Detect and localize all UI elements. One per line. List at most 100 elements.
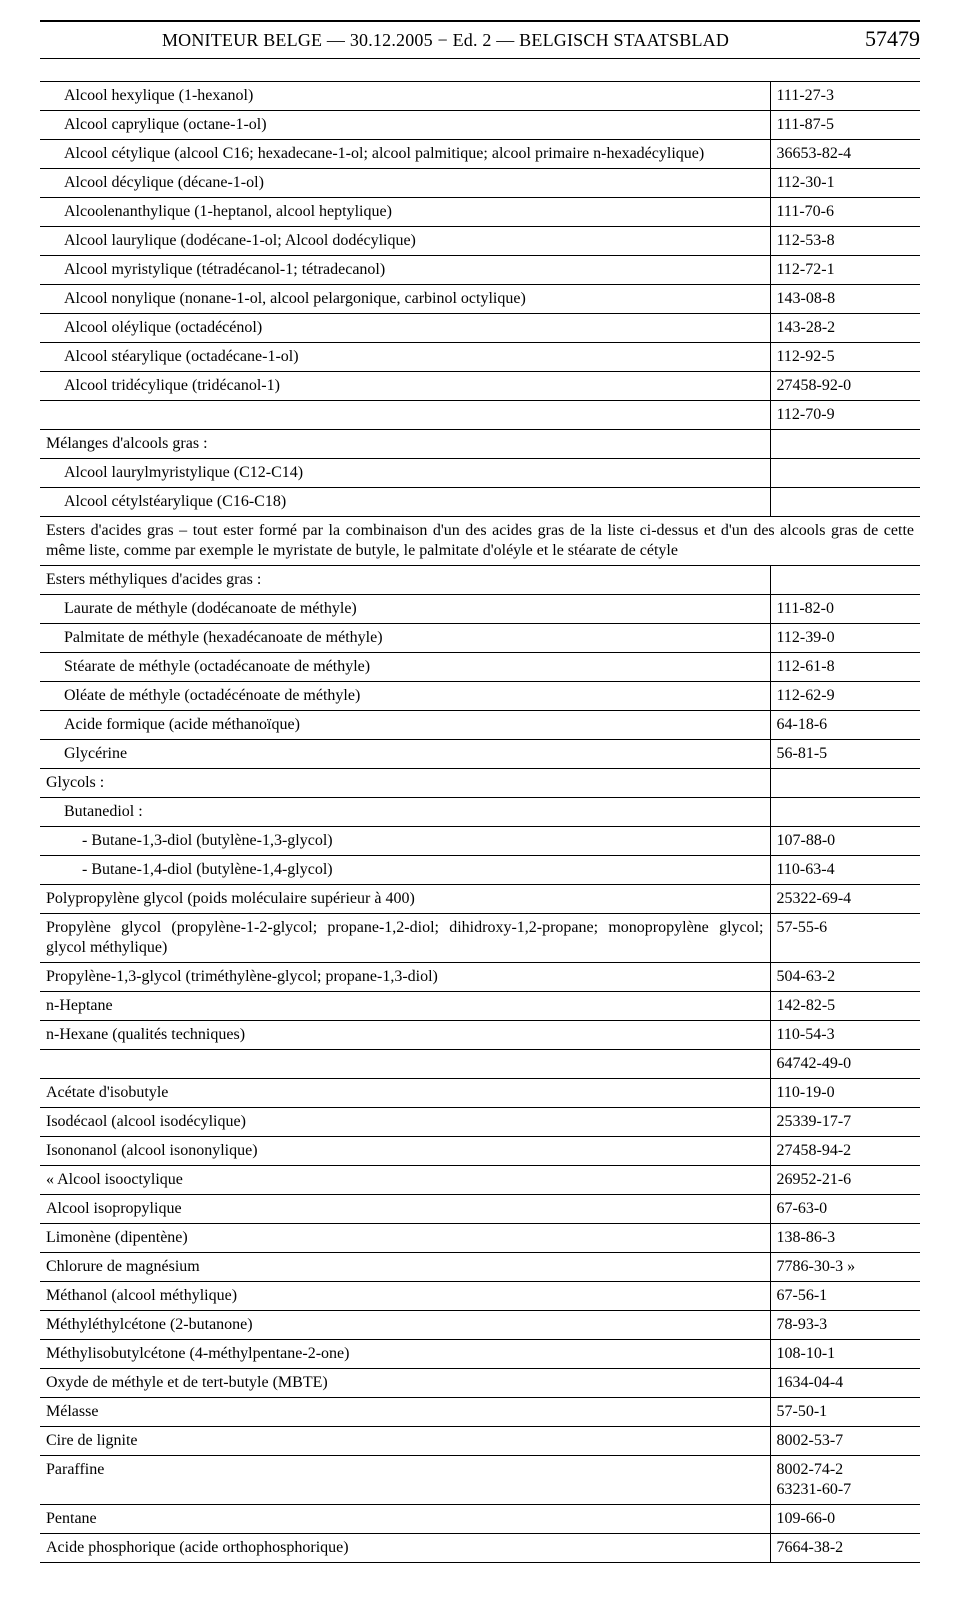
- substance-name: Alcool caprylique (octane-1-ol): [40, 111, 770, 140]
- cas-number: 57-50-1: [770, 1398, 920, 1427]
- table-row: Chlorure de magnésium7786-30-3 »: [40, 1253, 920, 1282]
- table-row: Oléate de méthyle (octadécénoate de méth…: [40, 682, 920, 711]
- table-row: Propylène glycol (propylène-1-2-glycol; …: [40, 914, 920, 963]
- cas-number: 64-18-6: [770, 711, 920, 740]
- cas-number: 25339-17-7: [770, 1108, 920, 1137]
- table-row: Stéarate de méthyle (octadécanoate de mé…: [40, 653, 920, 682]
- substance-name: Oléate de méthyle (octadécénoate de méth…: [40, 682, 770, 711]
- top-rule: [40, 20, 920, 22]
- cas-number: [770, 566, 920, 595]
- substance-name: Alcool stéarylique (octadécane-1-ol): [40, 343, 770, 372]
- substance-name: Méthanol (alcool méthylique): [40, 1282, 770, 1311]
- table-row: 64742-49-0: [40, 1050, 920, 1079]
- table-row: Palmitate de méthyle (hexadécanoate de m…: [40, 624, 920, 653]
- substance-name: Alcool cétylstéarylique (C16-C18): [40, 488, 770, 517]
- table-row: Acide phosphorique (acide orthophosphori…: [40, 1534, 920, 1563]
- table-row: Isononanol (alcool isononylique)27458-94…: [40, 1137, 920, 1166]
- cas-number: 112-30-1: [770, 169, 920, 198]
- cas-number: 67-56-1: [770, 1282, 920, 1311]
- cas-number: 25322-69-4: [770, 885, 920, 914]
- substance-name: Alcool isopropylique: [40, 1195, 770, 1224]
- page: MONITEUR BELGE — 30.12.2005 − Ed. 2 — BE…: [0, 0, 960, 1603]
- cas-number: [770, 769, 920, 798]
- table-row: Alcool oléylique (octadécénol)143-28-2: [40, 314, 920, 343]
- substance-name: Alcool nonylique (nonane-1-ol, alcool pe…: [40, 285, 770, 314]
- cas-number: [770, 488, 920, 517]
- substance-name: [40, 1050, 770, 1079]
- cas-number: 112-53-8: [770, 227, 920, 256]
- substance-name: - Butane-1,3-diol (butylène-1,3-glycol): [40, 827, 770, 856]
- table-row: Pentane109-66-0: [40, 1505, 920, 1534]
- cas-number: 112-72-1: [770, 256, 920, 285]
- table-row: Acétate d'isobutyle110-19-0: [40, 1079, 920, 1108]
- cas-number: 57-55-6: [770, 914, 920, 963]
- table-row: Alcool décylique (décane-1-ol)112-30-1: [40, 169, 920, 198]
- table-row: Alcool tridécylique (tridécanol-1)27458-…: [40, 372, 920, 401]
- table-row: - Butane-1,3-diol (butylène-1,3-glycol)1…: [40, 827, 920, 856]
- cas-number: 26952-21-6: [770, 1166, 920, 1195]
- substance-name: Acétate d'isobutyle: [40, 1079, 770, 1108]
- substance-name: Laurate de méthyle (dodécanoate de méthy…: [40, 595, 770, 624]
- substance-name: Oxyde de méthyle et de tert-butyle (MBTE…: [40, 1369, 770, 1398]
- substance-name: Acide phosphorique (acide orthophosphori…: [40, 1534, 770, 1563]
- cas-number: 67-63-0: [770, 1195, 920, 1224]
- substance-name: Alcool cétylique (alcool C16; hexadecane…: [40, 140, 770, 169]
- cas-number: 56-81-5: [770, 740, 920, 769]
- cas-number: 112-61-8: [770, 653, 920, 682]
- substance-name: Paraffine: [40, 1456, 770, 1505]
- cas-number: [770, 430, 920, 459]
- header-title: MONITEUR BELGE — 30.12.2005 − Ed. 2 — BE…: [40, 30, 851, 51]
- table-row: Limonène (dipentène)138-86-3: [40, 1224, 920, 1253]
- substance-name: [40, 401, 770, 430]
- table-row: Alcoolenanthylique (1-heptanol, alcool h…: [40, 198, 920, 227]
- substance-name: Palmitate de méthyle (hexadécanoate de m…: [40, 624, 770, 653]
- substance-name: Butanediol :: [40, 798, 770, 827]
- substance-name: Alcool tridécylique (tridécanol-1): [40, 372, 770, 401]
- substance-name: n-Hexane (qualités techniques): [40, 1021, 770, 1050]
- cas-number: 112-70-9: [770, 401, 920, 430]
- substance-name: Alcool myristylique (tétradécanol-1; tét…: [40, 256, 770, 285]
- cas-number: 109-66-0: [770, 1505, 920, 1534]
- table-row: Laurate de méthyle (dodécanoate de méthy…: [40, 595, 920, 624]
- table-row: n-Hexane (qualités techniques)110-54-3: [40, 1021, 920, 1050]
- cas-number: 112-92-5: [770, 343, 920, 372]
- table-row: Alcool caprylique (octane-1-ol)111-87-5: [40, 111, 920, 140]
- table-row: « Alcool isooctylique26952-21-6: [40, 1166, 920, 1195]
- table-row: Glycols :: [40, 769, 920, 798]
- table-row: Alcool myristylique (tétradécanol-1; tét…: [40, 256, 920, 285]
- table-row: Alcool isopropylique67-63-0: [40, 1195, 920, 1224]
- substance-name: Stéarate de méthyle (octadécanoate de mé…: [40, 653, 770, 682]
- substance-name: Polypropylène glycol (poids moléculaire …: [40, 885, 770, 914]
- substance-name: Alcool laurylique (dodécane-1-ol; Alcool…: [40, 227, 770, 256]
- substance-name: Chlorure de magnésium: [40, 1253, 770, 1282]
- cas-number: 107-88-0: [770, 827, 920, 856]
- substance-name: n-Heptane: [40, 992, 770, 1021]
- table-row: Méthyléthylcétone (2-butanone)78-93-3: [40, 1311, 920, 1340]
- substance-name: Alcool laurylmyristylique (C12-C14): [40, 459, 770, 488]
- cas-number: 1634-04-4: [770, 1369, 920, 1398]
- substance-name: Esters méthyliques d'acides gras :: [40, 566, 770, 595]
- substance-table: Alcool hexylique (1-hexanol)111-27-3Alco…: [40, 81, 920, 1563]
- table-row: Acide formique (acide méthanoïque)64-18-…: [40, 711, 920, 740]
- substance-name: Mélanges d'alcools gras :: [40, 430, 770, 459]
- table-row: Alcool laurylmyristylique (C12-C14): [40, 459, 920, 488]
- page-number: 57479: [851, 26, 920, 52]
- substance-name: Glycérine: [40, 740, 770, 769]
- substance-name: Alcool décylique (décane-1-ol): [40, 169, 770, 198]
- header-row: MONITEUR BELGE — 30.12.2005 − Ed. 2 — BE…: [40, 26, 920, 59]
- table-row: Alcool laurylique (dodécane-1-ol; Alcool…: [40, 227, 920, 256]
- cas-number: 143-28-2: [770, 314, 920, 343]
- cas-number: 504-63-2: [770, 963, 920, 992]
- substance-name: Limonène (dipentène): [40, 1224, 770, 1253]
- substance-name: Isononanol (alcool isononylique): [40, 1137, 770, 1166]
- substance-name: Glycols :: [40, 769, 770, 798]
- table-row: Mélanges d'alcools gras :: [40, 430, 920, 459]
- substance-name: Pentane: [40, 1505, 770, 1534]
- substance-name: Alcool hexylique (1-hexanol): [40, 82, 770, 111]
- cas-number: 112-39-0: [770, 624, 920, 653]
- substance-name: Méthyléthylcétone (2-butanone): [40, 1311, 770, 1340]
- cas-number: 110-19-0: [770, 1079, 920, 1108]
- cas-number: 138-86-3: [770, 1224, 920, 1253]
- substance-name: Esters d'acides gras – tout ester formé …: [40, 517, 920, 566]
- cas-number: 111-87-5: [770, 111, 920, 140]
